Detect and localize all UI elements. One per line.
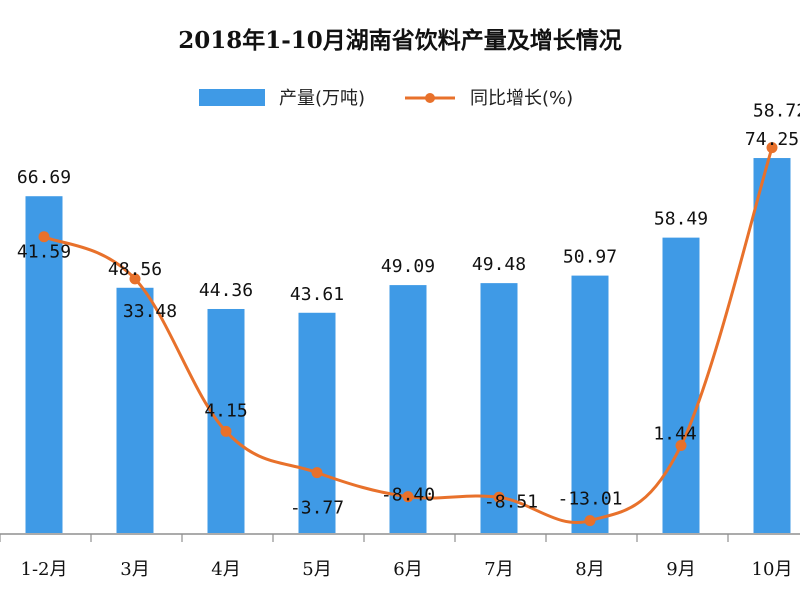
legend-line-label: 同比增长(%) xyxy=(470,88,573,109)
bar-value-label: 50.97 xyxy=(563,247,617,268)
growth-value-label: -13.01 xyxy=(557,489,622,510)
legend-bar-swatch xyxy=(199,89,265,106)
bar-3 xyxy=(207,308,245,533)
growth-value-label: -8.51 xyxy=(484,491,538,512)
growth-value-label: -3.77 xyxy=(290,498,344,519)
legend-bar-label: 产量(万吨) xyxy=(279,88,365,109)
chart-legend: 产量(万吨) 同比增长(%) xyxy=(199,88,573,109)
bar-6 xyxy=(480,283,518,533)
x-axis-category-label: 8月 xyxy=(575,559,604,580)
bar-value-label: 48.56 xyxy=(108,259,162,280)
growth-value-label: -8.40 xyxy=(381,485,435,506)
bars-layer xyxy=(25,158,791,534)
x-axis-category-label: 3月 xyxy=(120,559,149,580)
bar-value-label: 74.25 xyxy=(745,129,799,150)
growth-point-8 xyxy=(675,440,687,452)
growth-value-label: 41.59 xyxy=(17,242,71,263)
growth-value-label: 4.15 xyxy=(204,400,247,421)
bar-9 xyxy=(753,158,791,533)
growth-point-5 xyxy=(402,491,414,503)
bar-4 xyxy=(298,312,336,533)
growth-point-7 xyxy=(584,515,596,527)
line-layer xyxy=(38,142,778,527)
growth-point-3 xyxy=(220,425,232,437)
x-axis-category-label: 6月 xyxy=(393,559,422,580)
x-axis-category-label: 5月 xyxy=(302,559,331,580)
bar-value-label: 43.61 xyxy=(290,284,344,305)
bar-8 xyxy=(662,237,700,534)
growth-point-1 xyxy=(38,231,50,243)
growth-point-4 xyxy=(311,467,323,479)
growth-value-label: 33.48 xyxy=(123,301,177,322)
x-axis-category-label: 9月 xyxy=(666,559,695,580)
growth-point-9 xyxy=(766,142,778,154)
chart-title: 2018年1-10月湖南省饮料产量及增长情况 xyxy=(178,27,622,54)
bar-value-label: 58.49 xyxy=(654,209,708,230)
growth-value-label: 1.44 xyxy=(653,424,696,445)
bar-value-label: 44.36 xyxy=(199,280,253,301)
x-axis-category-label: 4月 xyxy=(211,559,240,580)
bar-7 xyxy=(571,275,609,533)
bar-value-label: 49.09 xyxy=(381,256,435,277)
legend-line-marker xyxy=(425,93,435,103)
labels-layer: 66.69 48.56 44.36 43.61 49.09 49.48 50.97 58.49… xyxy=(17,101,800,519)
bar-value-label: 66.69 xyxy=(17,167,71,188)
bar-value-label: 49.48 xyxy=(472,254,526,275)
bar-1 xyxy=(25,196,63,533)
axis-layer: 1-2月 3月 4月 5月 6月 7月 8月 9月 10月 xyxy=(0,533,800,580)
x-axis-category-label: 7月 xyxy=(484,559,513,580)
x-axis-category-label: 10月 xyxy=(752,559,793,580)
growth-value-label: 58.72 xyxy=(753,101,800,122)
bar-2 xyxy=(116,287,154,533)
x-axis-category-label: 1-2月 xyxy=(21,559,68,580)
growth-point-6 xyxy=(493,491,505,503)
growth-point-2 xyxy=(129,273,141,285)
